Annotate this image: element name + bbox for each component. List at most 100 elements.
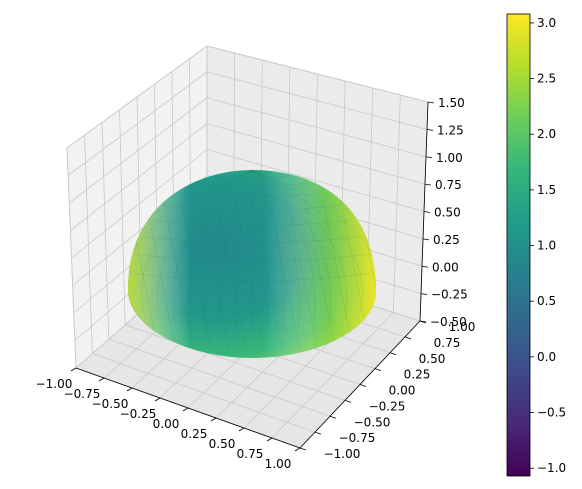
mesh-diagonal [322, 199, 354, 351]
y-grid-line [108, 338, 331, 417]
colorbar-ticks: −1.0 −0.5 0.0 0.5 1.0 1.5 2.0 2.5 3.0 [530, 16, 566, 475]
x-tick-mark [182, 407, 189, 412]
colorbar-tick-label: −1.0 [537, 461, 566, 475]
y-grid-line [124, 324, 346, 401]
z-tick-label: 1.00 [436, 151, 463, 165]
y-tick-label: −0.50 [354, 415, 391, 429]
y-tick-mark [389, 352, 397, 356]
mesh-longitude [172, 170, 253, 324]
mesh-longitude [251, 170, 363, 312]
x-tick-mark [154, 397, 161, 402]
x-tick-label: −0.25 [120, 407, 157, 421]
colorbar-tick-label: 3.0 [537, 16, 556, 30]
mesh-latitude [129, 272, 375, 282]
y-tick-mark [314, 431, 322, 435]
colorbar-tick-label: 2.0 [537, 127, 556, 141]
z-tick-labels: −0.50 −0.25 0.00 0.25 0.50 0.75 1.00 1.25 1.50 [430, 96, 468, 329]
mesh-longitude [188, 170, 253, 327]
x-tick-label: −0.50 [92, 397, 129, 411]
colorbar: −1.0 −0.5 0.0 0.5 1.0 1.5 2.0 2.5 3.0 [506, 13, 566, 477]
hemisphere-surface [128, 170, 376, 358]
x-tick-label: 0.75 [237, 447, 264, 461]
y-tick-mark [329, 415, 337, 419]
colorbar-tick-label: 0.0 [537, 350, 556, 364]
mesh-latitude [134, 254, 370, 262]
mesh-longitude [251, 170, 284, 331]
y-tick-mark [404, 336, 412, 340]
z-grid-line-left [71, 149, 208, 259]
y-tick-label: 0.00 [389, 384, 416, 398]
mesh-latitude [195, 183, 309, 187]
x-tick-labels: −1.00−0.75−0.50−0.250.000.250.500.751.00 [36, 377, 292, 471]
y-tick-mark [344, 399, 352, 403]
mesh-diagonal [198, 199, 230, 351]
mesh-diagonal [269, 199, 300, 351]
x-tick-label: 1.00 [265, 457, 292, 471]
mesh-latitude [141, 236, 363, 244]
z-grid-line-right [206, 149, 425, 212]
z-tick-label: 0.25 [433, 233, 460, 247]
y-tick-labels: −1.00 −0.75 −0.50 −0.250.00 0.25 0.50 0.75 1.00 [324, 320, 476, 461]
colorbar-tick-label: 1.5 [537, 183, 556, 197]
x-tick-mark [210, 417, 217, 422]
x-tick-label: 0.00 [153, 417, 180, 431]
mesh-longitude [128, 170, 253, 293]
x-tick-label: 0.25 [181, 427, 208, 441]
y-grid-line [92, 353, 316, 433]
y-tick-mark [359, 384, 367, 387]
x-tick-label: −1.00 [36, 377, 73, 391]
z-tick-mark [422, 238, 430, 241]
z-tick-label: 0.00 [432, 260, 459, 274]
z-grid-line-left [67, 71, 208, 176]
y-tick-mark [299, 447, 307, 451]
colorbar-gradient [506, 13, 531, 477]
z-grid-line-left [70, 123, 208, 231]
mesh-diagonal [287, 199, 318, 351]
y-tick-label: −1.00 [324, 447, 361, 461]
x-tick-label: 0.50 [209, 437, 236, 451]
colorbar-tick-label: 0.5 [537, 294, 556, 308]
z-tick-mark [426, 128, 434, 131]
y-tick-label: 0.75 [434, 336, 461, 350]
colorbar-tick-label: 2.5 [537, 72, 556, 86]
mesh-diagonal [234, 199, 265, 351]
colorbar-tick-label: 1.0 [537, 239, 556, 253]
mesh-latitude [164, 205, 340, 211]
mesh-longitude [251, 170, 376, 293]
mesh-longitude [251, 170, 268, 332]
mesh-latitude [151, 220, 353, 226]
z-tick-mark [420, 293, 428, 296]
hemisphere-left-highlight [128, 170, 376, 358]
mesh-latitude [232, 171, 272, 173]
z-tick-label: 1.25 [437, 123, 464, 137]
colorbar-tick-label: −0.5 [537, 406, 566, 420]
z-grid-line-right [206, 97, 427, 158]
mesh-longitude [236, 170, 253, 332]
x-tick-mark [238, 427, 245, 432]
mesh-latitude [213, 175, 291, 178]
y-tick-label: 1.00 [449, 320, 476, 334]
x-tick-mark [266, 437, 273, 442]
x-tick-mark [126, 387, 133, 392]
z-tick-mark [424, 183, 432, 186]
z-tick-label: 0.75 [435, 178, 462, 192]
mesh-longitude [220, 170, 253, 331]
mesh-longitude [204, 170, 253, 330]
mesh-diagonal [304, 199, 336, 351]
z-tick-label: 0.50 [434, 206, 461, 220]
mesh-longitude [251, 170, 347, 319]
mesh-diagonal [145, 199, 176, 351]
z-grid-line-right [206, 71, 428, 130]
z-tick-mark [425, 156, 433, 159]
triangle-mesh [128, 170, 376, 351]
x-tick-mark [70, 367, 77, 372]
y-tick-label: −0.75 [339, 431, 376, 445]
x-tick-label: −0.75 [64, 387, 101, 401]
mesh-longitude [141, 170, 253, 312]
x-tick-mark [98, 377, 105, 382]
z-tick-mark [427, 101, 435, 104]
z-tick-label: −0.25 [431, 288, 468, 302]
x-tick-mark [294, 447, 301, 452]
y-tick-label: 0.25 [404, 368, 431, 382]
mesh-longitude [251, 170, 316, 327]
